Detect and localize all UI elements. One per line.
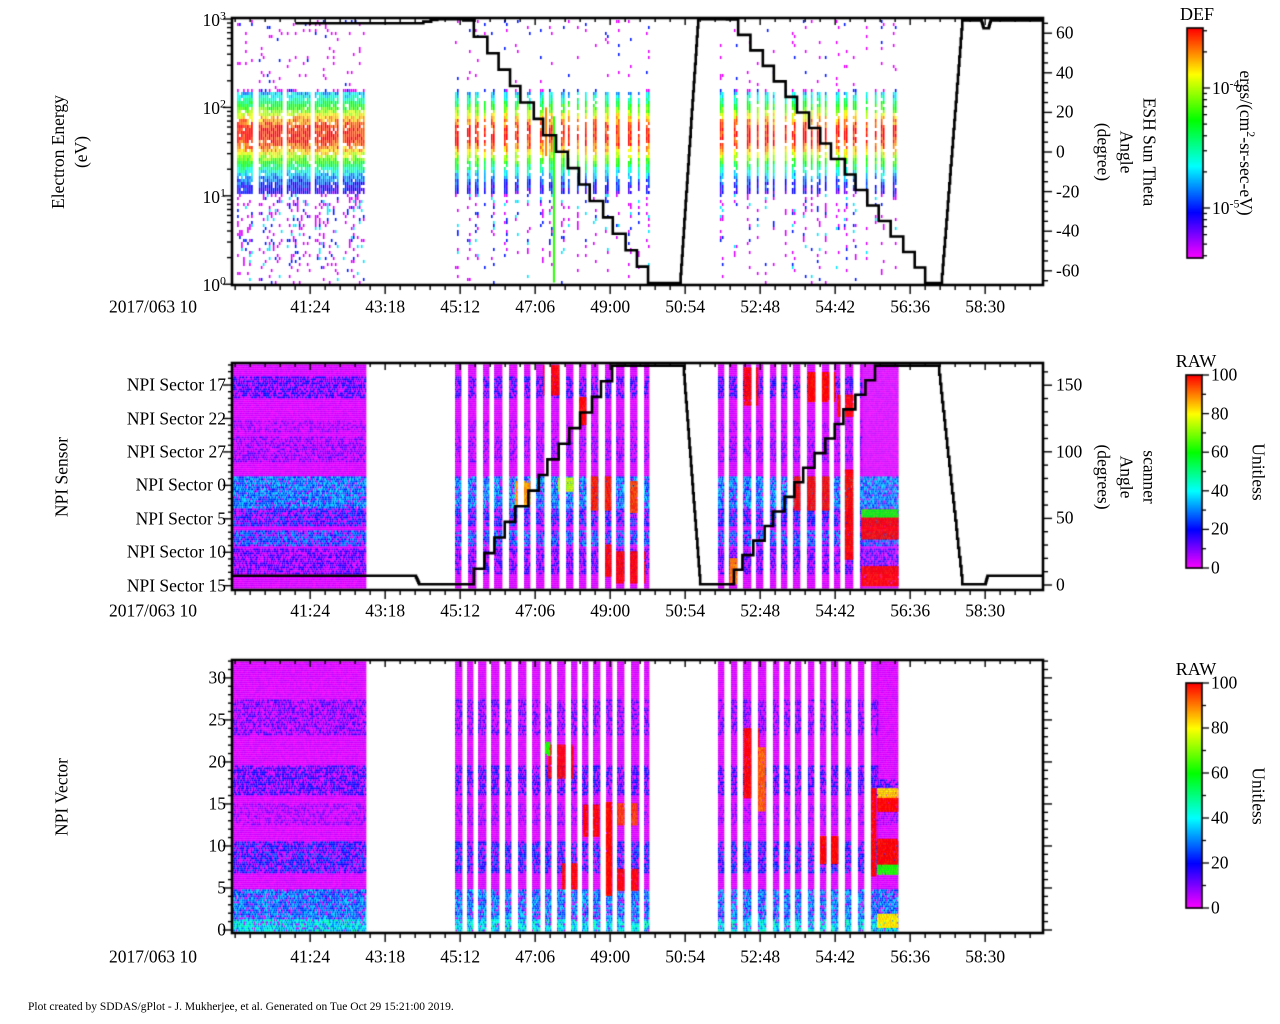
y-axis-label-electron-energy: Electron Energy (eV) bbox=[48, 94, 91, 209]
electron-energy-xtick-1: 43:18 bbox=[365, 296, 406, 317]
npi-sensor-rtick-2: 50 bbox=[1056, 507, 1074, 528]
npi-sensor-colorbar-title: RAW bbox=[1175, 351, 1217, 371]
npi-sensor-xaxis-date: 2017/063 10 bbox=[109, 600, 197, 621]
npi-sensor-ytick-3: NPI Sector 0 bbox=[135, 474, 226, 495]
npi-sensor-xtick-9: 58:30 bbox=[965, 600, 1006, 621]
def-colorbar-unit: ergs/(cm2-sr-sec-eV) bbox=[1236, 70, 1258, 216]
electron-energy-rtick-3: 0 bbox=[1056, 141, 1065, 162]
npi-sensor-rtick-3: 0 bbox=[1056, 574, 1065, 595]
electron-energy-ytick-2: 102 bbox=[202, 96, 226, 119]
electron-energy-rtick-6: -60 bbox=[1056, 260, 1080, 281]
electron-energy-xtick-5: 50:54 bbox=[665, 296, 706, 317]
electron-energy-xtick-8: 56:36 bbox=[890, 296, 931, 317]
npi-vector-xtick-2: 45:12 bbox=[440, 946, 481, 967]
npi-vector-colorbar-tick-4: 20 bbox=[1211, 852, 1229, 873]
electron-energy-xtick-7: 54:42 bbox=[815, 296, 856, 317]
npi-sensor-ytick-5: NPI Sector 10 bbox=[126, 541, 226, 562]
npi-sensor-colorbar-tick-1: 80 bbox=[1211, 402, 1229, 423]
electron-energy-ytick-1: 101 bbox=[202, 185, 226, 207]
npi-sensor-xtick-1: 43:18 bbox=[365, 600, 406, 621]
npi-sensor-ytick-2: NPI Sector 27 bbox=[126, 441, 226, 462]
npi-vector-colorbar-tick-3: 40 bbox=[1211, 807, 1229, 828]
npi-vector-ytick-3: 15 bbox=[208, 793, 227, 814]
npi-vector-ytick-6: 0 bbox=[217, 919, 226, 940]
electron-energy-xtick-3: 47:06 bbox=[515, 296, 556, 317]
npi-sensor-colorbar-tick-2: 60 bbox=[1211, 441, 1229, 462]
npi-sensor-rtick-1: 100 bbox=[1056, 441, 1083, 462]
npi-vector-xtick-3: 47:06 bbox=[515, 946, 556, 967]
npi-vector-xtick-0: 41:24 bbox=[290, 946, 331, 967]
electron-energy-rtick-2: 20 bbox=[1056, 101, 1074, 122]
npi-vector-colorbar-unit: Unitless bbox=[1248, 766, 1269, 825]
npi-vector-xtick-5: 50:54 bbox=[665, 946, 706, 967]
electron-energy-ytick-3: 103 bbox=[202, 8, 226, 31]
npi-vector-xtick-9: 58:30 bbox=[965, 946, 1006, 967]
npi-sensor-xtick-6: 52:48 bbox=[740, 600, 781, 621]
npi-sensor-colorbar-unit: Unitless bbox=[1248, 442, 1269, 501]
def-colorbar-tick-1: 10-5 bbox=[1212, 196, 1240, 219]
electron-energy-rtick-5: -40 bbox=[1056, 220, 1080, 241]
npi-sensor-colorbar-tick-3: 40 bbox=[1211, 480, 1229, 501]
npi-sensor-ytick-1: NPI Sector 22 bbox=[126, 407, 226, 428]
y-axis-label-npi-sensor: NPI Sensor bbox=[51, 436, 72, 517]
right-axis-label-electron-energy: ESH Sun Theta Angle (degree) bbox=[1093, 97, 1160, 206]
npi-vector-xtick-1: 43:18 bbox=[365, 946, 406, 967]
npi-vector-xtick-4: 49:00 bbox=[590, 946, 631, 967]
y-axis-label-npi-vector: NPI Vector bbox=[51, 757, 72, 836]
electron-energy-rtick-4: -20 bbox=[1056, 180, 1080, 201]
npi-vector-xtick-6: 52:48 bbox=[740, 946, 781, 967]
npi-sensor-xtick-3: 47:06 bbox=[515, 600, 556, 621]
right-axis-label-npi-sensor: scanner Angle (degrees) bbox=[1093, 443, 1160, 510]
electron-energy-rtick-0: 60 bbox=[1056, 22, 1074, 43]
npi-sensor-xtick-4: 49:00 bbox=[590, 600, 631, 621]
npi-sensor-ytick-6: NPI Sector 15 bbox=[126, 574, 226, 595]
npi-vector-xaxis-date: 2017/063 10 bbox=[109, 946, 197, 967]
npi-sensor-ytick-4: NPI Sector 5 bbox=[135, 507, 226, 528]
npi-vector-colorbar-tick-1: 80 bbox=[1211, 717, 1229, 738]
electron-energy-ytick-0: 100 bbox=[202, 273, 226, 296]
npi-sensor-xtick-5: 50:54 bbox=[665, 600, 706, 621]
def-colorbar-tick-0: 10-4 bbox=[1212, 76, 1240, 99]
npi-sensor-colorbar-tick-0: 100 bbox=[1211, 364, 1238, 385]
npi-vector-ytick-5: 5 bbox=[217, 877, 226, 898]
npi-vector-ytick-4: 10 bbox=[208, 835, 227, 856]
npi-vector-colorbar-tick-5: 0 bbox=[1211, 897, 1220, 918]
electron-energy-rtick-1: 40 bbox=[1056, 62, 1074, 83]
npi-sensor-rtick-0: 150 bbox=[1056, 374, 1083, 395]
electron-energy-xtick-2: 45:12 bbox=[440, 296, 481, 317]
npi-sensor-colorbar-tick-4: 20 bbox=[1211, 518, 1229, 539]
npi-vector-colorbar-tick-2: 60 bbox=[1211, 762, 1229, 783]
npi-vector-colorbar-title: RAW bbox=[1175, 659, 1217, 679]
npi-sensor-colorbar-tick-5: 0 bbox=[1211, 557, 1220, 578]
npi-vector-xtick-8: 56:36 bbox=[890, 946, 931, 967]
electron-energy-xtick-4: 49:00 bbox=[590, 296, 631, 317]
electron-energy-xaxis-date: 2017/063 10 bbox=[109, 296, 197, 317]
npi-sensor-xtick-2: 45:12 bbox=[440, 600, 481, 621]
electron-energy-colorbar-title: DEF bbox=[1179, 4, 1215, 24]
footer-credit: Plot created by SDDAS/gPlot - J. Mukherj… bbox=[28, 1001, 454, 1013]
npi-sensor-ytick-0: NPI Sector 17 bbox=[126, 374, 226, 395]
npi-sensor-xtick-8: 56:36 bbox=[890, 600, 931, 621]
npi-vector-colorbar-tick-0: 100 bbox=[1211, 672, 1238, 693]
npi-sensor-xtick-7: 54:42 bbox=[815, 600, 856, 621]
electron-energy-xtick-9: 58:30 bbox=[965, 296, 1006, 317]
electron-energy-xtick-6: 52:48 bbox=[740, 296, 781, 317]
npi-vector-ytick-1: 25 bbox=[208, 709, 227, 730]
npi-sensor-xtick-0: 41:24 bbox=[290, 600, 331, 621]
npi-vector-ytick-2: 20 bbox=[208, 751, 227, 772]
npi-vector-ytick-0: 30 bbox=[208, 667, 227, 688]
electron-energy-xtick-0: 41:24 bbox=[290, 296, 331, 317]
npi-vector-xtick-7: 54:42 bbox=[815, 946, 856, 967]
